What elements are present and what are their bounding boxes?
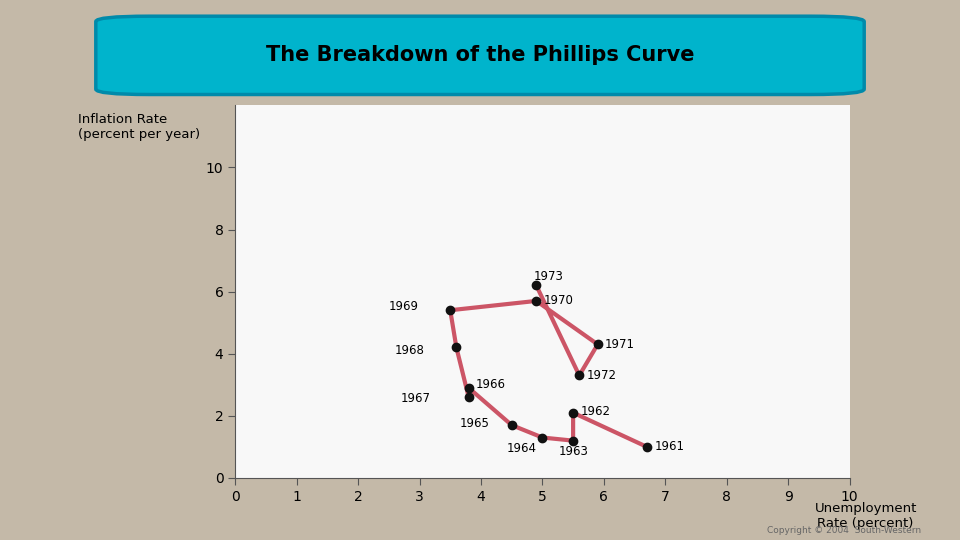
Text: Unemployment
Rate (percent): Unemployment Rate (percent) bbox=[814, 502, 917, 530]
Text: 1965: 1965 bbox=[460, 417, 490, 430]
Text: The Breakdown of the Phillips Curve: The Breakdown of the Phillips Curve bbox=[266, 45, 694, 65]
Text: 1967: 1967 bbox=[401, 392, 431, 405]
Text: 1969: 1969 bbox=[389, 300, 419, 313]
Text: 1963: 1963 bbox=[558, 445, 588, 458]
Text: 1961: 1961 bbox=[654, 440, 684, 454]
Text: 1966: 1966 bbox=[476, 378, 506, 392]
Text: 1971: 1971 bbox=[605, 338, 636, 351]
Text: 1962: 1962 bbox=[581, 404, 611, 417]
Text: Inflation Rate
(percent per year): Inflation Rate (percent per year) bbox=[78, 113, 201, 141]
Text: 1964: 1964 bbox=[506, 442, 537, 455]
Text: 1973: 1973 bbox=[533, 270, 564, 283]
Text: Copyright © 2004  South-Western: Copyright © 2004 South-Western bbox=[767, 525, 922, 535]
Text: 1968: 1968 bbox=[395, 344, 425, 357]
Text: 1972: 1972 bbox=[587, 369, 616, 382]
Text: 1970: 1970 bbox=[543, 294, 573, 307]
FancyBboxPatch shape bbox=[96, 16, 864, 94]
